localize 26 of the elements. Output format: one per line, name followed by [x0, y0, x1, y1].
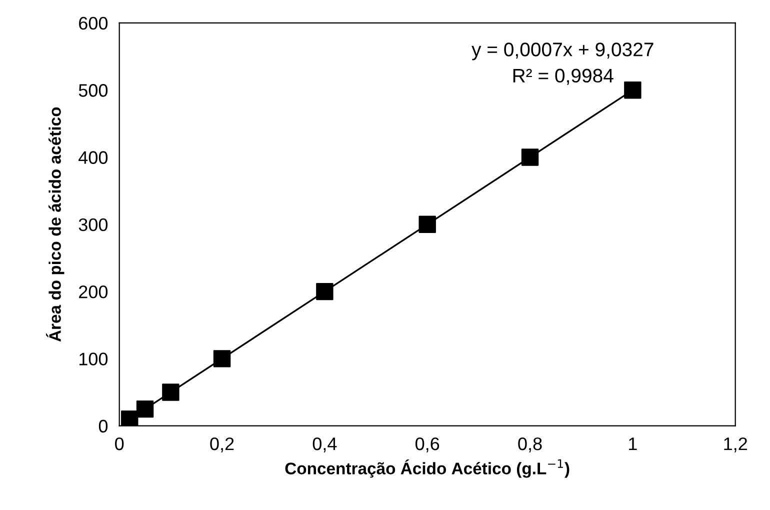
x-tick-label: 0,6 [416, 437, 440, 452]
x-tick-label: 1,2 [724, 437, 747, 452]
y-tick-label: 200 [79, 285, 108, 298]
y-tick-label: 300 [78, 218, 108, 232]
y-tick-label: 500 [78, 84, 108, 97]
y-tick-label: 0 [98, 420, 108, 433]
point [162, 384, 180, 401]
y-tick-label: 100 [79, 352, 108, 366]
x-tick-label: 0,4 [312, 437, 337, 452]
x-tick-label: 0 [115, 437, 124, 450]
annotation: y = 0,0007x + 9,0327 [472, 42, 654, 60]
x-axis-title: Concentração Ácido Acético (g.L$^{−1}$) [285, 459, 570, 478]
annotation: R² = 0,9984 [513, 68, 614, 85]
x-tick-label: 1 [629, 438, 637, 450]
y-tick-label: 400 [78, 151, 108, 164]
point [213, 350, 231, 368]
x-tick-label: 0,8 [518, 437, 542, 452]
y-axis-title: Área do pico de ácido acético [46, 107, 64, 342]
point [418, 216, 436, 234]
point [136, 400, 154, 418]
x-tick-label: 0,2 [210, 437, 234, 452]
y-tick-label: 600 [79, 16, 108, 30]
point [316, 282, 334, 300]
point [521, 148, 539, 166]
point [624, 81, 642, 99]
point [121, 410, 138, 426]
